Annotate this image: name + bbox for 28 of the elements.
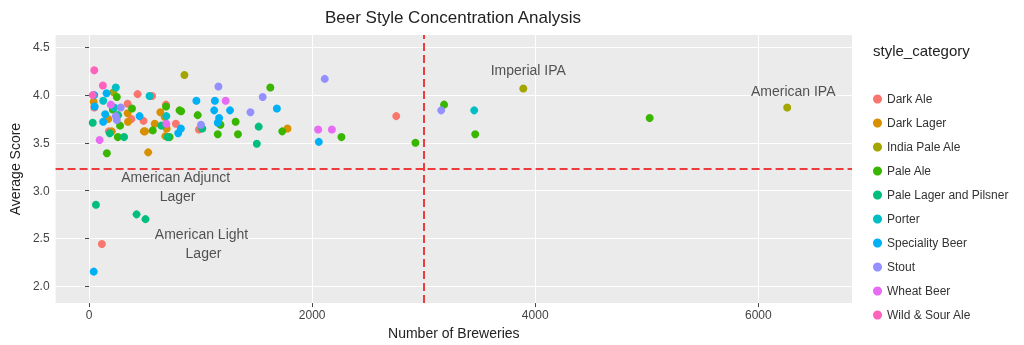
legend-label: Wild & Sour Ale [887,308,971,322]
legend-label: Dark Ale [887,92,933,106]
x-axis-title: Number of Breweries [388,325,520,341]
y-tick-label: 4.5 [32,40,50,55]
y-tick-label: 2.0 [32,278,50,293]
y-tick-label: 2.5 [32,231,50,246]
legend-label: Speciality Beer [887,236,968,250]
x-tick-label: 4000 [521,308,549,323]
legend-label: Wheat Beer [887,284,951,298]
annotation: Imperial IPA [490,61,567,78]
legend-title: style_category [873,42,971,59]
y-tick-label: 3.5 [32,135,50,150]
y-tick-label: 4.0 [32,88,50,103]
chart-title: Beer Style Concentration Analysis [324,8,582,27]
y-axis-title: Average Score [7,122,23,216]
y-tick-label: 3.0 [32,183,50,198]
annotation: American IPA [750,83,837,100]
legend-label: Pale Ale [887,164,932,178]
legend-label: Porter [887,212,920,226]
legend-label: Dark Lager [887,116,947,130]
annotation: American Adjunct Lager [121,168,234,204]
x-tick-label: 6000 [744,308,772,323]
x-tick-label: 0 [85,308,93,323]
x-tick-label: 2000 [298,308,326,323]
legend-label: India Pale Ale [887,140,961,154]
legend-label: Pale Lager and Pilsner [887,188,1009,202]
legend-label: Stout [887,260,916,274]
annotation: American Light Lager [154,225,253,261]
